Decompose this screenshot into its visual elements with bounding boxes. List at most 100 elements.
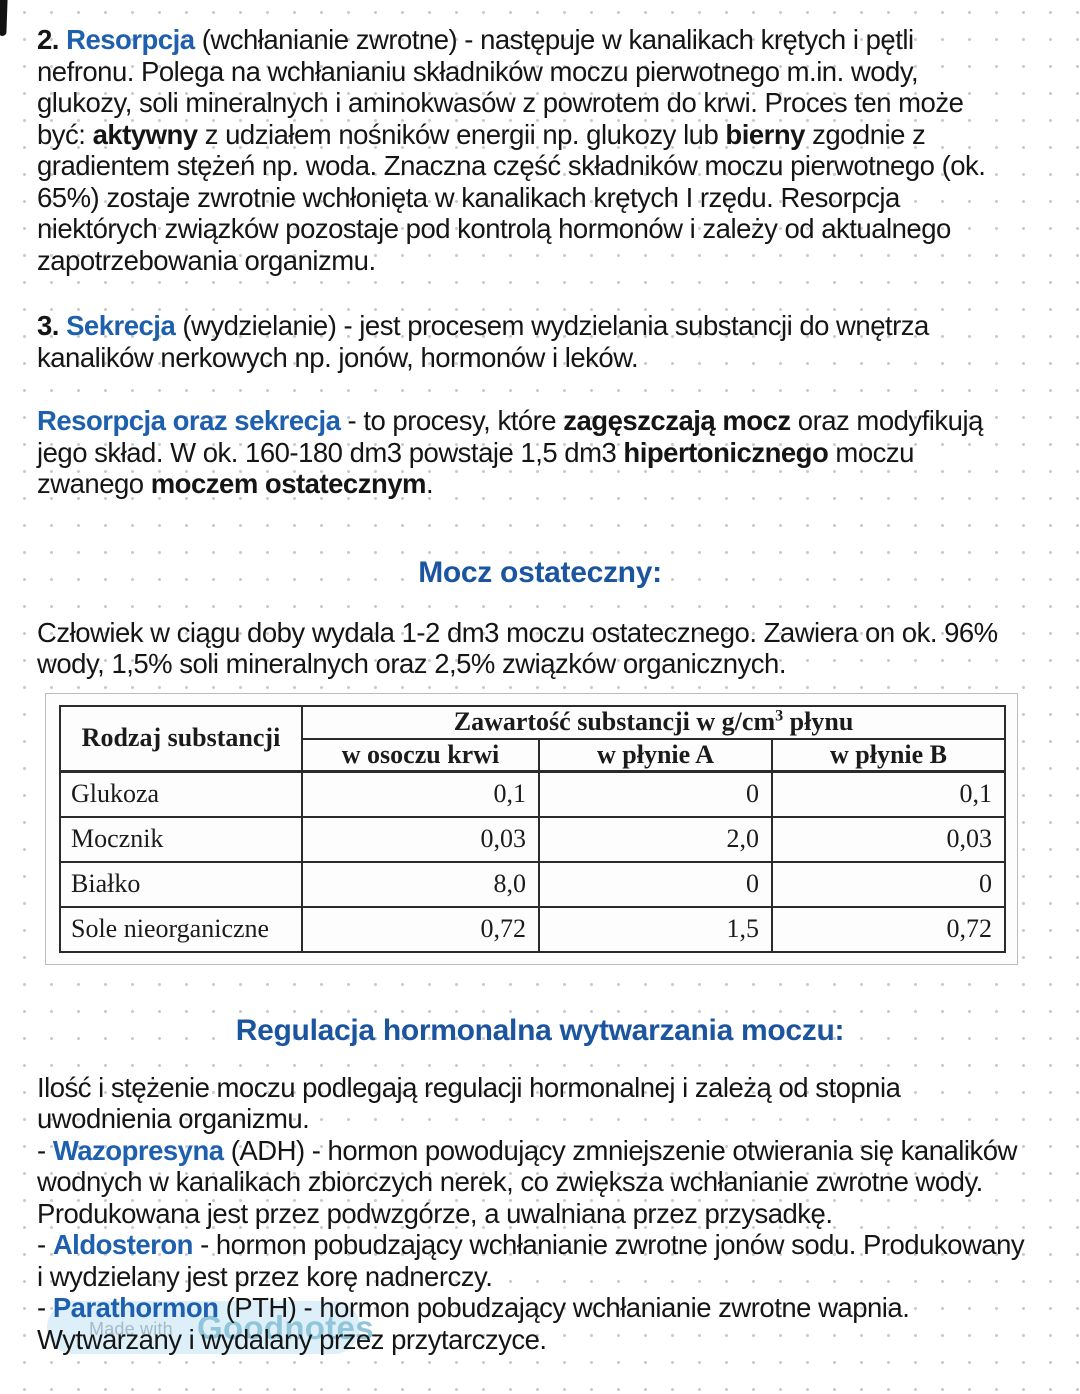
text-run: nefronu. Polega na wchłanianiu składnikó… [37, 55, 919, 87]
term-highlight: Wazopresyna [52, 1134, 224, 1166]
table-cell-value: 0,1 [301, 770, 540, 818]
table-header-zawartosc: Zawartość substancji w g/cm3 płynu [300, 704, 1007, 740]
text-line: - Parathormon (PTH) - hormon pobudzający… [37, 1292, 1043, 1324]
text-run: być: [37, 118, 93, 150]
text-run: Wytwarzany i wydalany przez przytarczyce… [37, 1323, 547, 1355]
term-highlight: Sekrecja [66, 310, 176, 341]
table-subheader-cell: w osoczu krwi [301, 738, 540, 773]
text-run: glukozy, soli mineralnych i aminokwasów … [37, 87, 964, 118]
term-highlight: Resorpcja oraz sekrecja [37, 405, 341, 436]
table-cell-value: 0,1 [770, 770, 1007, 818]
table-cell-value: 0,03 [301, 815, 540, 863]
text-run: niektórych związków pozostaje pod kontro… [37, 213, 951, 244]
text-run: moczu [828, 436, 914, 468]
text-run: z udziałem nośników energii np. glukozy … [197, 118, 726, 150]
term-highlight: Aldosteron [52, 1229, 194, 1260]
text-run: zgodnie z [804, 118, 926, 150]
text-line: - Wazopresyna (ADH) - hormon powodujący … [37, 1135, 1043, 1167]
text-run: wodnych w kanalikach zbiorczych nerek, c… [37, 1166, 983, 1197]
text-run: (wchłanianie zwrotne) - następuje w kana… [194, 24, 914, 55]
table-image-frame: Rodzaj substancji Zawartość substancji w … [45, 692, 1018, 965]
text-line: kanalików nerkowych np. jonów, hormonów … [37, 342, 1043, 374]
text-run: 65%) zostaje zwrotnie wchłonięta w kanal… [37, 181, 900, 213]
text-line: być: aktywny z udziałem nośników energii… [37, 119, 1043, 151]
text-line: jego skład. W ok. 160-180 dm3 powstaje 1… [37, 437, 1043, 469]
table-cell-value: 8,0 [301, 860, 540, 908]
text-run: wody, 1,5% soli mineralnych oraz 2,5% zw… [37, 648, 787, 679]
text-line: i wydzielany jest przez korę nadnerczy. [37, 1261, 1043, 1293]
text-line: 65%) zostaje zwrotnie wchłonięta w kanal… [37, 182, 1043, 214]
text-line: uwodnienia organizmu. [37, 1103, 1043, 1135]
text-run: - [37, 1229, 53, 1260]
text-run: jego skład. W ok. 160-180 dm3 powstaje 1… [37, 436, 624, 468]
table-cell-value: 1,5 [538, 905, 773, 953]
heading-mocz-ostateczny: Mocz ostateczny: [418, 555, 662, 589]
text-run: i wydzielany jest przez korę nadnerczy. [37, 1260, 493, 1292]
text-line: wodnych w kanalikach zbiorczych nerek, c… [37, 1166, 1043, 1198]
text-run: (wydzielanie) - jest procesem wydzielani… [175, 310, 929, 341]
table-cell-value: 0,72 [301, 905, 540, 953]
text-line: 3. Sekrecja (wydzielanie) - jest procese… [37, 310, 1043, 342]
text-run: Ilość i stężenie moczu podlegają regulac… [37, 1071, 901, 1103]
text-line: nefronu. Polega na wchłanianiu składnikó… [37, 56, 1043, 88]
table-cell-value: 0,72 [770, 905, 1007, 953]
table-cell-value: 2,0 [538, 815, 773, 863]
table-subheader-cell: w płynie B [770, 738, 1007, 773]
table-cell-label: Sole nieorganiczne [59, 905, 303, 953]
text-run: 3. [37, 310, 67, 341]
paragraph-resorpcja-sekrecja: Resorpcja oraz sekrecja - to procesy, kt… [37, 405, 1043, 500]
text-run: zwanego [37, 468, 151, 499]
table-row: Glukoza 0,1 0 0,1 [59, 770, 1007, 818]
text-line: - Aldosteron - hormon pobudzający wchłan… [37, 1229, 1043, 1261]
text-line: zwanego moczem ostatecznym. [37, 468, 1043, 500]
text-line: wody, 1,5% soli mineralnych oraz 2,5% zw… [37, 648, 1043, 680]
paragraph-hormony: Ilość i stężenie moczu podlegają regulac… [37, 1072, 1043, 1356]
text-run: bierny [725, 118, 805, 150]
content-blocks: 2. Resorpcja (wchłanianie zwrotne) - nas… [37, 24, 1043, 1355]
text-run: aktywny [92, 118, 199, 150]
text-line: gradientem stężeń np. woda. Znaczna częś… [37, 150, 1043, 182]
text-line: 2. Resorpcja (wchłanianie zwrotne) - nas… [37, 24, 1043, 56]
term-highlight: Parathormon [52, 1292, 219, 1323]
table-row: Sole nieorganiczne 0,72 1,5 0,72 [59, 905, 1007, 953]
table-cell-label: Glukoza [59, 770, 303, 818]
paragraph-resorpcja: 2. Resorpcja (wchłanianie zwrotne) - nas… [37, 24, 1043, 276]
paragraph-sklad-moczu: Człowiek w ciągu doby wydala 1-2 dm3 moc… [37, 617, 1043, 680]
table-cell-label: Białko [59, 860, 303, 908]
table-cell-label: Mocznik [59, 815, 303, 863]
text-line: Resorpcja oraz sekrecja - to procesy, kt… [37, 405, 1043, 437]
text-line: niektórych związków pozostaje pod kontro… [37, 213, 1043, 245]
table-cell-value: 0 [538, 770, 773, 818]
text-run: 2. [37, 24, 67, 55]
table-row: Mocznik 0,03 2,0 0,03 [59, 815, 1007, 863]
table-header-rodzaj: Rodzaj substancji [59, 704, 303, 773]
paragraph-sekrecja: 3. Sekrecja (wydzielanie) - jest procese… [37, 310, 1043, 373]
pen-mark [0, 0, 8, 37]
text-line: Produkowana jest przez podwzgórze, a uwa… [37, 1198, 1043, 1230]
text-run: hipertonicznego [623, 436, 829, 468]
table-header-row: Rodzaj substancji Zawartość substancji w … [59, 704, 1007, 773]
text-run: . [426, 468, 434, 499]
text-run: - [37, 1134, 53, 1166]
table-subheader-cell: w płynie A [538, 738, 773, 773]
watermark-made-with-label: Made with [89, 1319, 173, 1339]
goodnotes-watermark: Made with Goodnotes [47, 1301, 374, 1354]
substance-table: Rodzaj substancji Zawartość substancji w … [59, 704, 1007, 953]
text-run: (ADH) - hormon powodujący zmniejszenie o… [223, 1134, 1018, 1166]
text-run: - [37, 1292, 53, 1323]
text-run: gradientem stężeń np. woda. Znaczna częś… [37, 150, 986, 181]
table-cell-value: 0 [538, 860, 773, 908]
text-run: uwodnienia organizmu. [37, 1103, 310, 1134]
text-line: zapotrzebowania organizmu. [37, 245, 1043, 277]
text-run: Produkowana jest przez podwzgórze, a uwa… [37, 1197, 833, 1229]
text-run: kanalików nerkowych np. jonów, hormonów … [37, 341, 639, 373]
text-line: Ilość i stężenie moczu podlegają regulac… [37, 1072, 1043, 1104]
text-line: Wytwarzany i wydalany przez przytarczyce… [37, 1324, 1043, 1356]
text-run: zagęszczają mocz [563, 405, 791, 436]
text-run: oraz modyfikują [790, 405, 984, 436]
text-run: moczem ostatecznym [150, 468, 427, 499]
table-row: Białko 8,0 0 0 [59, 860, 1007, 908]
superscript-3: 3 [775, 707, 784, 725]
